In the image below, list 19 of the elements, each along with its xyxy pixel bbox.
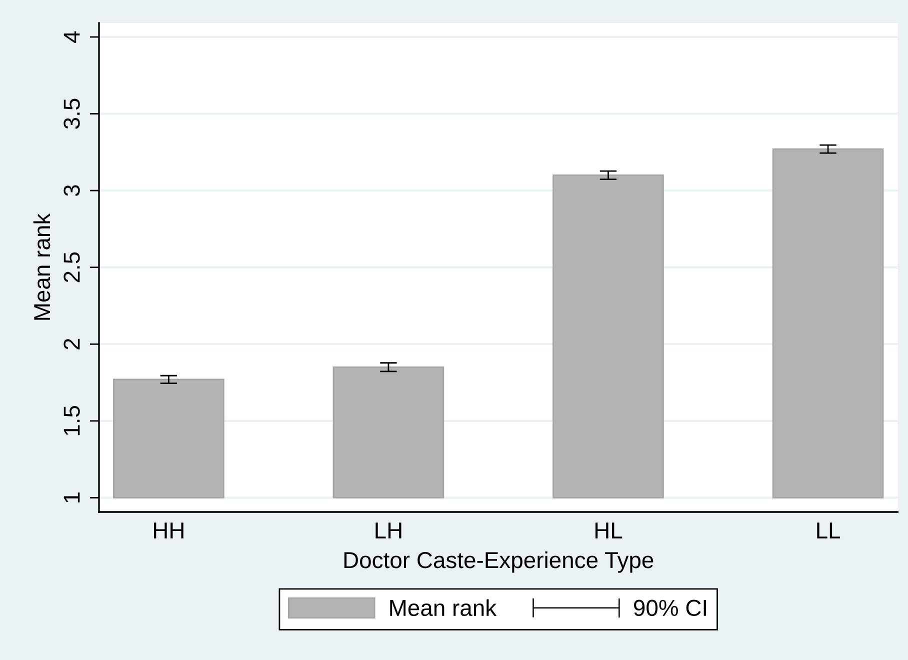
- bar: [552, 174, 664, 498]
- x-tick-label: LL: [817, 522, 840, 538]
- x-tick-label: LH: [376, 522, 402, 538]
- x-tick-label: HH: [154, 522, 184, 538]
- x-axis-title: Doctor Caste-Experience Type: [344, 551, 654, 573]
- legend-label: Mean rank: [390, 599, 497, 616]
- y-tick-label: 1: [64, 492, 80, 502]
- y-tick-label: 3: [64, 185, 80, 196]
- x-tick-label: HL: [595, 522, 622, 538]
- y-axis-title: Mean rank: [33, 213, 50, 320]
- y-tick-label: 2.5: [64, 252, 80, 282]
- y-tick-label: 3.5: [64, 98, 80, 129]
- bar: [332, 366, 444, 498]
- bar: [772, 148, 884, 498]
- y-tick-label: 2: [64, 338, 80, 350]
- y-tick-label: 4: [64, 31, 80, 43]
- text: 90% CI: [634, 600, 706, 616]
- y-tick-label: 1.5: [64, 406, 80, 436]
- bar: [113, 378, 224, 498]
